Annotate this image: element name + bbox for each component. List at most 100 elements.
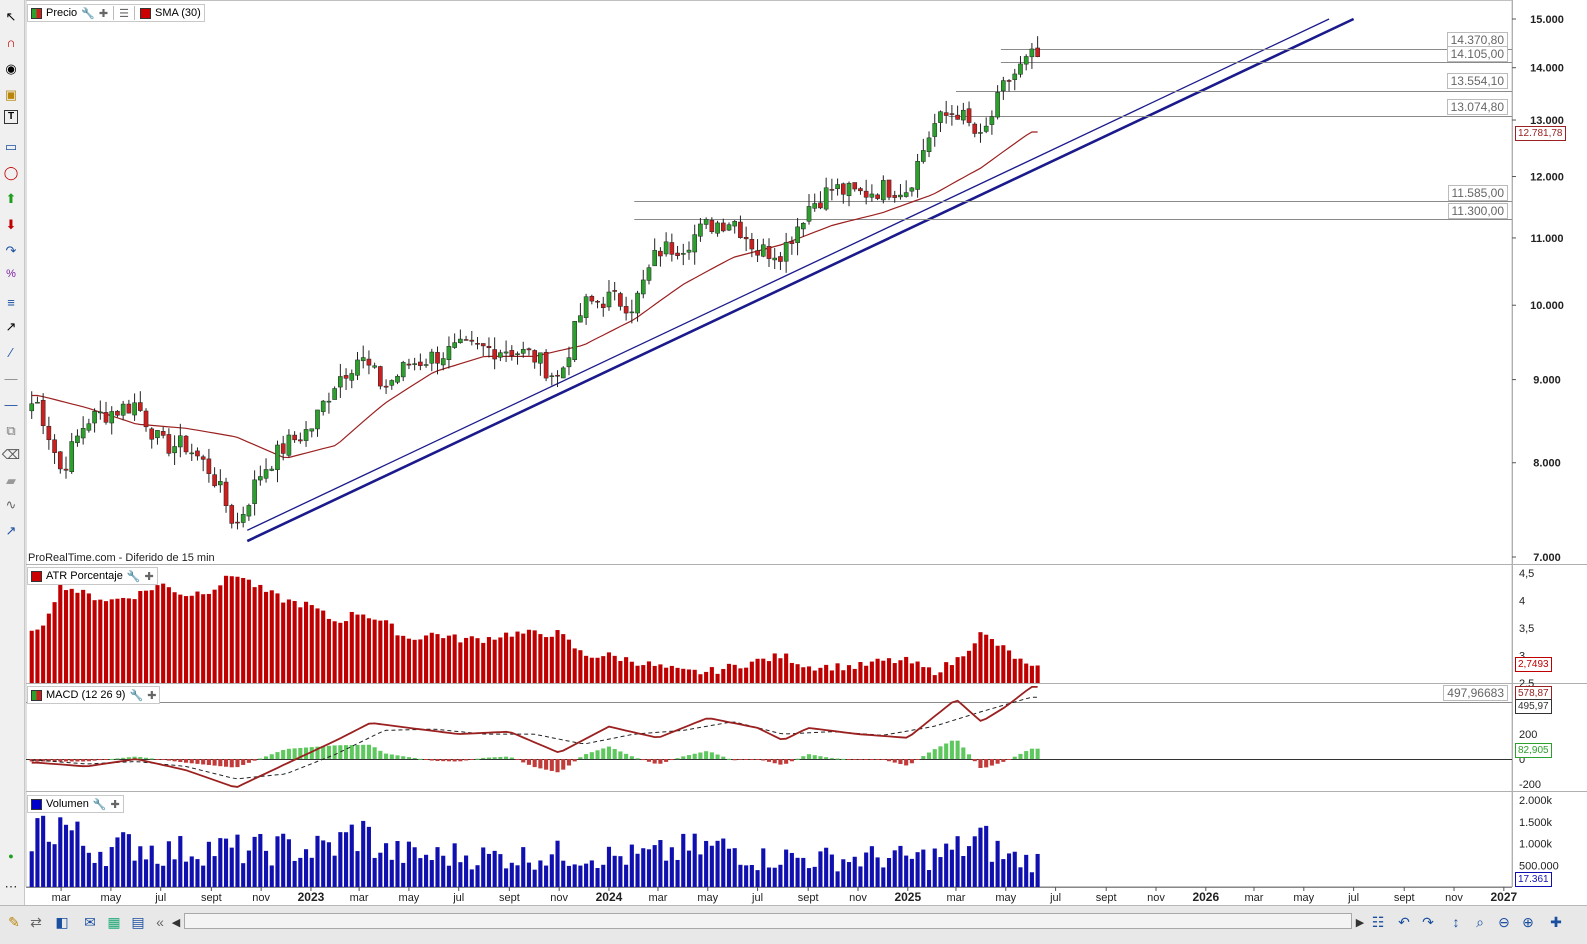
pencil-icon[interactable]: ✎ (8, 913, 20, 930)
candle-body (829, 189, 835, 191)
horizontal-scrollbar[interactable] (184, 913, 1352, 929)
volume-bar (384, 843, 389, 887)
comment-icon[interactable]: ✉ (84, 913, 96, 930)
ellipse-tool-icon[interactable]: ◯ (3, 164, 19, 180)
time-tick-label: nov (1147, 892, 1165, 904)
volume-bar (332, 855, 337, 887)
rectangle-tool-icon[interactable]: ▭ (4, 138, 18, 154)
volume-bar (989, 861, 994, 887)
panel-icon[interactable]: ◧ (55, 913, 69, 930)
horizontal-ray-icon[interactable]: — (4, 396, 18, 412)
segment-tool-icon[interactable]: ∕ (9, 344, 13, 360)
copy-icon[interactable]: ⧉ (6, 422, 16, 438)
macd-histogram-bar (1001, 759, 1006, 762)
zoom-fit-icon[interactable]: ⌕ (1476, 913, 1484, 930)
fibonacci-tool-icon[interactable]: ≡ (7, 294, 15, 310)
atr-bar (521, 633, 526, 683)
wrench-icon[interactable]: 🔧 (129, 689, 144, 702)
candle-body (921, 150, 926, 162)
wrench-icon[interactable]: 🔧 (92, 798, 107, 811)
price-tick-label: 9.000 (1533, 375, 1561, 387)
level-label-3: 13.074,80 (1446, 99, 1508, 115)
plus-icon[interactable]: ✚ (144, 570, 154, 583)
calendar-icon[interactable]: ☷ (1371, 913, 1385, 930)
volume-bar (824, 847, 829, 887)
scroll-right-icon[interactable]: ▶ (1355, 916, 1365, 929)
macd-histogram-bar (189, 759, 194, 764)
sell-arrow-icon[interactable]: ⬇ (5, 216, 17, 232)
line-tool-icon[interactable]: ↗ (5, 318, 17, 334)
atr-bar (532, 630, 537, 683)
trash-icon[interactable]: ⌫ (1, 446, 21, 462)
scroll-left-icon[interactable]: ◀ (171, 916, 181, 929)
candle-body (57, 451, 63, 470)
macd-histogram-bar (704, 751, 709, 759)
plus-icon[interactable]: ✚ (98, 7, 109, 20)
crosshair-icon[interactable]: ✚ (1550, 913, 1562, 930)
candle-body (526, 348, 532, 351)
table-icon[interactable]: ▦ (107, 913, 121, 930)
candle-body (292, 434, 297, 441)
chart-canvas[interactable]: 15.000 14.000 13.000 12.000 11.000 10.000 9.00… (0, 0, 1587, 905)
measure-tool-icon[interactable]: ↷ (5, 242, 17, 258)
candle-body (863, 190, 869, 198)
undo-icon[interactable]: ↶ (1398, 913, 1410, 930)
wrench-icon[interactable]: 🔧 (126, 570, 141, 583)
volume-bar (1024, 854, 1029, 887)
collapse-icon[interactable]: « (156, 914, 164, 930)
magnet-icon[interactable]: ∩ (6, 34, 16, 50)
macd-histogram-bar (378, 750, 383, 759)
redo-icon[interactable]: ↷ (1422, 913, 1434, 930)
macd-legend[interactable]: MACD (12 26 9) 🔧 ✚ (27, 686, 161, 704)
volume-bar (686, 850, 692, 887)
share-icon[interactable]: ⇄ (30, 913, 42, 930)
ray-tool-icon[interactable]: ↗ (5, 522, 17, 538)
atr-bar (578, 650, 583, 683)
zoom-out-icon[interactable]: ⊖ (1498, 913, 1510, 930)
text-tool-icon[interactable]: T (4, 110, 18, 124)
eye-icon[interactable]: ◉ (5, 60, 17, 76)
atr-bar (715, 673, 720, 683)
macd-histogram-bar (452, 759, 457, 762)
volume-legend[interactable]: Volumen 🔧 ✚ (27, 795, 124, 813)
plus-icon[interactable]: ✚ (147, 689, 157, 702)
list-icon[interactable]: ☰ (119, 7, 129, 20)
atr-value-badge: 2,7493 (1515, 657, 1552, 672)
ruler-icon[interactable]: ▰ (6, 472, 16, 488)
zoom-in-icon[interactable]: ⊕ (1522, 913, 1534, 930)
horizontal-line-icon[interactable]: — (4, 370, 18, 386)
auto-scale-icon[interactable]: ↕ (1452, 914, 1460, 930)
atr-legend[interactable]: ATR Porcentaje 🔧 ✚ (27, 567, 158, 585)
volume-bar (109, 847, 114, 887)
macd-histogram-bar (658, 759, 663, 764)
trendlines (246, 17, 1355, 543)
wrench-icon[interactable]: 🔧 (81, 7, 95, 20)
volume-bar (321, 840, 326, 887)
chart-window-icon[interactable]: ▤ (131, 913, 145, 930)
price-legend[interactable]: Precio 🔧 ✚ ☰ SMA (30) (27, 4, 205, 22)
plus-icon[interactable]: ✚ (110, 798, 120, 811)
macd-histogram-bar (915, 759, 920, 760)
macd-histogram-bar (269, 754, 274, 759)
buy-arrow-icon[interactable]: ⬆ (5, 190, 17, 206)
atr-tick-label: 4 (1519, 596, 1525, 608)
candle-body (498, 352, 503, 358)
macd-histogram-bar (601, 748, 606, 759)
lock-icon[interactable]: ▣ (4, 86, 18, 102)
macd-histogram-bar (818, 756, 823, 759)
macd-histogram-bar (858, 759, 863, 760)
zigzag-icon[interactable]: ∿ (5, 496, 17, 512)
volume-bar (429, 860, 434, 887)
atr-bar (201, 594, 206, 683)
macd-histogram-bar (744, 759, 749, 760)
percent-tool-icon[interactable]: % (6, 267, 16, 280)
alert-icon[interactable]: ● (8, 850, 14, 861)
cursor-arrow-icon[interactable]: ↖ (5, 8, 17, 24)
candle-body (315, 409, 320, 430)
volume-bar (172, 859, 177, 887)
candle-body (212, 474, 217, 487)
more-tools-icon[interactable]: ⋯ (4, 878, 18, 894)
macd-histogram-bar (86, 759, 91, 762)
volume-bar (521, 847, 526, 887)
volume-bar (115, 837, 120, 887)
